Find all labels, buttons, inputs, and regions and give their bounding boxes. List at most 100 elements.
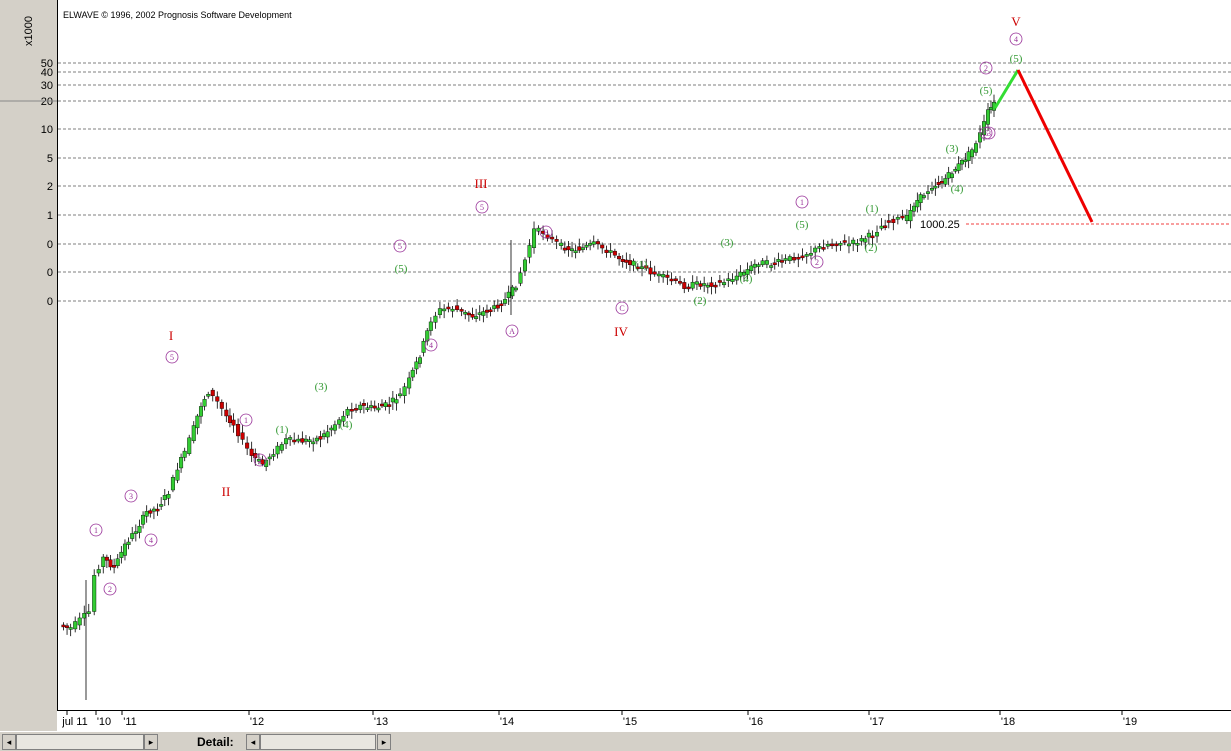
detail-left-button[interactable]: ◂ xyxy=(246,734,260,750)
wave-label: (1) xyxy=(276,424,289,436)
candle-body xyxy=(202,399,207,407)
wave-label: (4) xyxy=(340,419,353,431)
candle-body xyxy=(446,306,451,310)
candle-body xyxy=(966,151,971,161)
candle-body xyxy=(198,406,203,417)
candle-body xyxy=(130,533,135,539)
candle-body xyxy=(245,442,250,449)
scroll-right-button[interactable]: ▸ xyxy=(144,734,158,750)
candle-body xyxy=(390,397,395,403)
candle-body xyxy=(918,194,923,203)
candle-body xyxy=(296,438,301,442)
candle-body xyxy=(82,613,87,619)
y-tick-label: 20 xyxy=(41,96,53,108)
wave-label: 5 xyxy=(170,353,174,362)
candle-body xyxy=(442,308,447,312)
candle-body xyxy=(119,551,124,558)
wave-label: 2 xyxy=(108,585,112,594)
detail-label: Detail: xyxy=(197,735,234,749)
candle-body xyxy=(141,514,146,525)
y-tick-label: 30 xyxy=(41,80,53,92)
candle-body xyxy=(624,259,629,263)
candle-body xyxy=(669,278,674,282)
candle-body xyxy=(661,274,666,278)
candle-body xyxy=(492,305,497,309)
wave-label: (5) xyxy=(980,85,993,97)
wave-label: 1 xyxy=(800,198,804,207)
wave-label: (5) xyxy=(796,219,809,231)
wave-circle xyxy=(539,225,553,239)
wave-label: 2 xyxy=(815,258,819,267)
candle-body xyxy=(698,283,703,287)
candle-body xyxy=(760,260,765,266)
wave-label: (3) xyxy=(315,381,328,393)
candle-body xyxy=(477,312,482,315)
candle-body xyxy=(933,185,938,189)
candle-body xyxy=(284,438,289,445)
candle-body xyxy=(690,281,695,289)
candle-body xyxy=(817,246,822,249)
candle-body xyxy=(279,444,284,451)
candle-body xyxy=(433,315,438,323)
candle-body xyxy=(332,424,337,431)
scroll-left-button[interactable]: ◂ xyxy=(2,734,16,750)
main-scrollbar-track[interactable] xyxy=(16,734,144,750)
wave-circle xyxy=(103,582,117,596)
candle-body xyxy=(179,457,184,469)
candle-body xyxy=(960,160,965,165)
x-tick-label: '18 xyxy=(1001,716,1015,728)
chart-plot-area[interactable]: ELWAVE © 1996, 2002 Prognosis Software D… xyxy=(57,0,1231,711)
wave-circle xyxy=(1009,32,1023,46)
y-tick-label: 5 xyxy=(47,153,53,165)
detail-scrollbar-track[interactable] xyxy=(260,734,376,750)
wave-label: (3) xyxy=(946,143,959,155)
candle-body xyxy=(953,169,958,172)
wave-label: 3 xyxy=(987,129,991,138)
candle-body xyxy=(673,278,678,281)
candle-body xyxy=(694,281,699,285)
candle-body xyxy=(455,305,460,310)
x-tick-label: '13 xyxy=(374,716,388,728)
wave-label: (5) xyxy=(1010,53,1023,65)
candle-body xyxy=(345,409,350,416)
candle-body xyxy=(640,266,645,269)
price-chart[interactable]: ELWAVE © 1996, 2002 Prognosis Software D… xyxy=(58,0,1231,711)
candle-body xyxy=(112,565,117,568)
candle-body xyxy=(159,504,164,507)
candle-body xyxy=(470,314,475,318)
x-tick-label: '17 xyxy=(870,716,884,728)
y-tick-label: 2 xyxy=(47,181,53,193)
candle-body xyxy=(402,386,407,396)
candle-body xyxy=(804,254,809,257)
candle-body xyxy=(665,274,670,278)
candle-body xyxy=(151,508,156,512)
candle-body xyxy=(506,291,511,299)
candle-body xyxy=(73,621,78,630)
candle-body xyxy=(886,220,891,223)
candle-body xyxy=(709,282,714,287)
candle-body xyxy=(764,260,769,265)
wave-label: 1 xyxy=(244,416,248,425)
y-tick-label: 0 xyxy=(47,267,53,279)
candle-body xyxy=(855,243,860,246)
wave-circle xyxy=(253,453,267,467)
candle-body xyxy=(922,195,927,198)
wave-label: 5 xyxy=(398,242,402,251)
candle-body xyxy=(559,242,564,246)
candle-body xyxy=(187,437,192,454)
copyright-text: ELWAVE © 1996, 2002 Prognosis Software D… xyxy=(63,10,292,20)
candle-body xyxy=(950,173,955,178)
detail-right-button[interactable]: ▸ xyxy=(377,734,391,750)
candle-body xyxy=(101,556,106,567)
candle-body xyxy=(358,404,363,410)
candle-body xyxy=(61,624,66,628)
candle-body xyxy=(926,191,931,194)
candle-body xyxy=(527,245,532,258)
candle-body xyxy=(166,494,171,499)
candle-body xyxy=(267,456,272,460)
candle-body xyxy=(463,312,468,315)
candle-body xyxy=(137,525,142,533)
candle-body xyxy=(495,304,500,309)
candle-body xyxy=(686,286,691,290)
